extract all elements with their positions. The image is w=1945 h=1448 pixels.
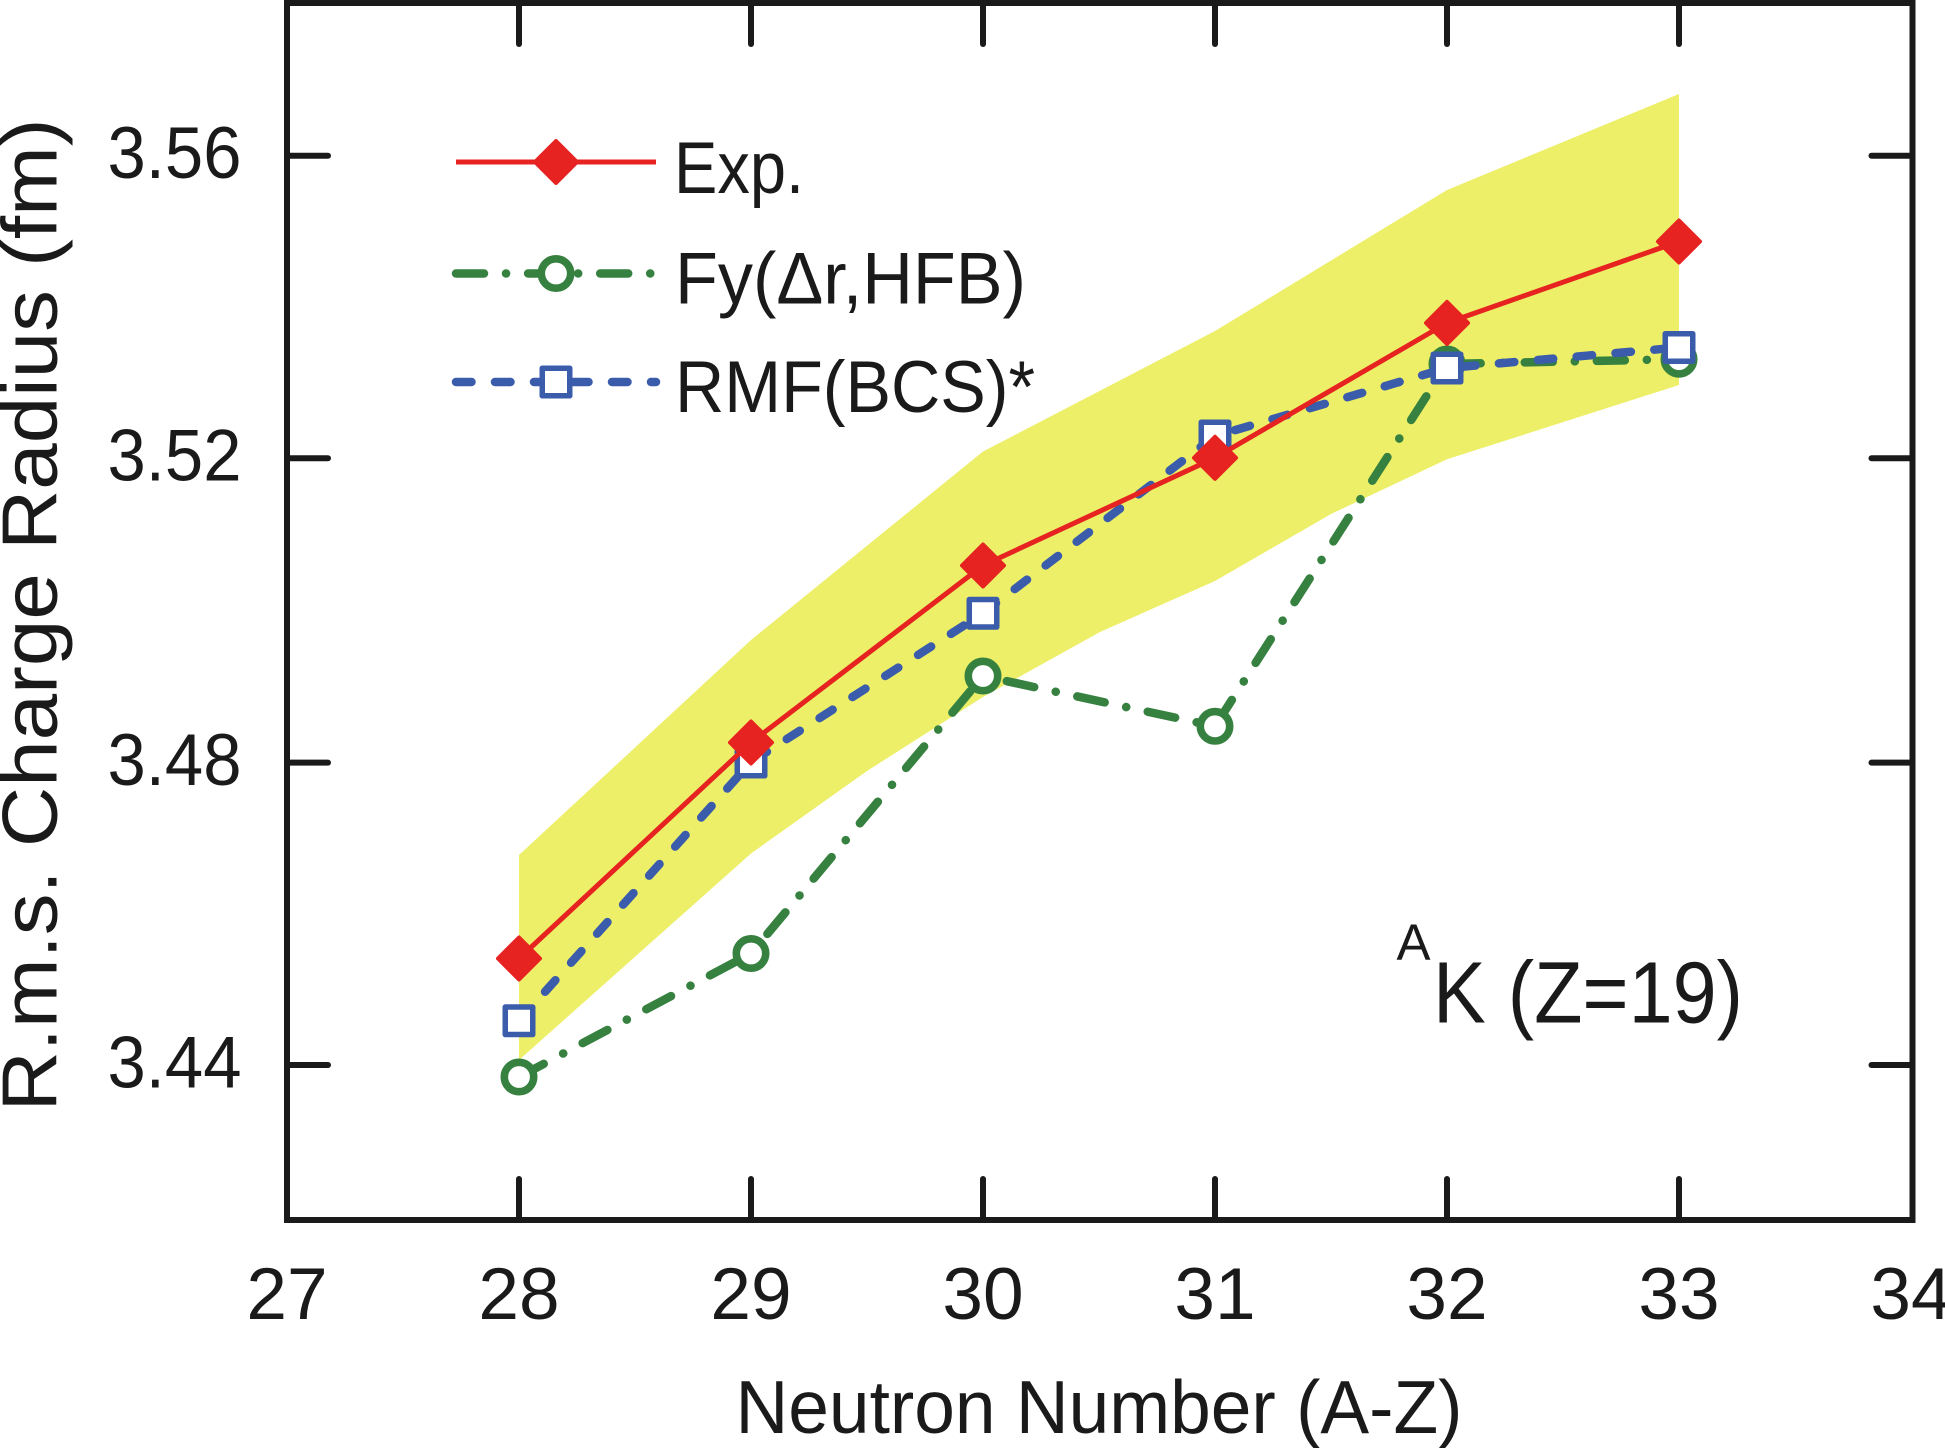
svg-text:3.44: 3.44 <box>108 1022 242 1103</box>
svg-text:3.56: 3.56 <box>108 113 242 194</box>
svg-text:34: 34 <box>1870 1254 1945 1335</box>
svg-text:R.m.s. Charge Radius (fm): R.m.s. Charge Radius (fm) <box>0 119 74 1112</box>
svg-text:27: 27 <box>246 1254 327 1335</box>
svg-text:K (Z=19): K (Z=19) <box>1433 945 1743 1042</box>
svg-text:33: 33 <box>1638 1254 1719 1335</box>
svg-text:Exp.: Exp. <box>674 128 804 209</box>
svg-text:3.48: 3.48 <box>108 720 242 801</box>
svg-text:RMF(BCS)*: RMF(BCS)* <box>675 347 1035 428</box>
svg-text:30: 30 <box>942 1254 1023 1335</box>
svg-text:31: 31 <box>1174 1254 1255 1335</box>
svg-text:A: A <box>1397 914 1431 971</box>
svg-text:28: 28 <box>478 1254 559 1335</box>
svg-text:Neutron Number (A-Z): Neutron Number (A-Z) <box>736 1365 1463 1448</box>
svg-text:Fy(Δr,HFB): Fy(Δr,HFB) <box>675 239 1026 320</box>
svg-text:32: 32 <box>1406 1254 1487 1335</box>
svg-text:3.52: 3.52 <box>108 416 242 497</box>
svg-text:29: 29 <box>710 1254 791 1335</box>
